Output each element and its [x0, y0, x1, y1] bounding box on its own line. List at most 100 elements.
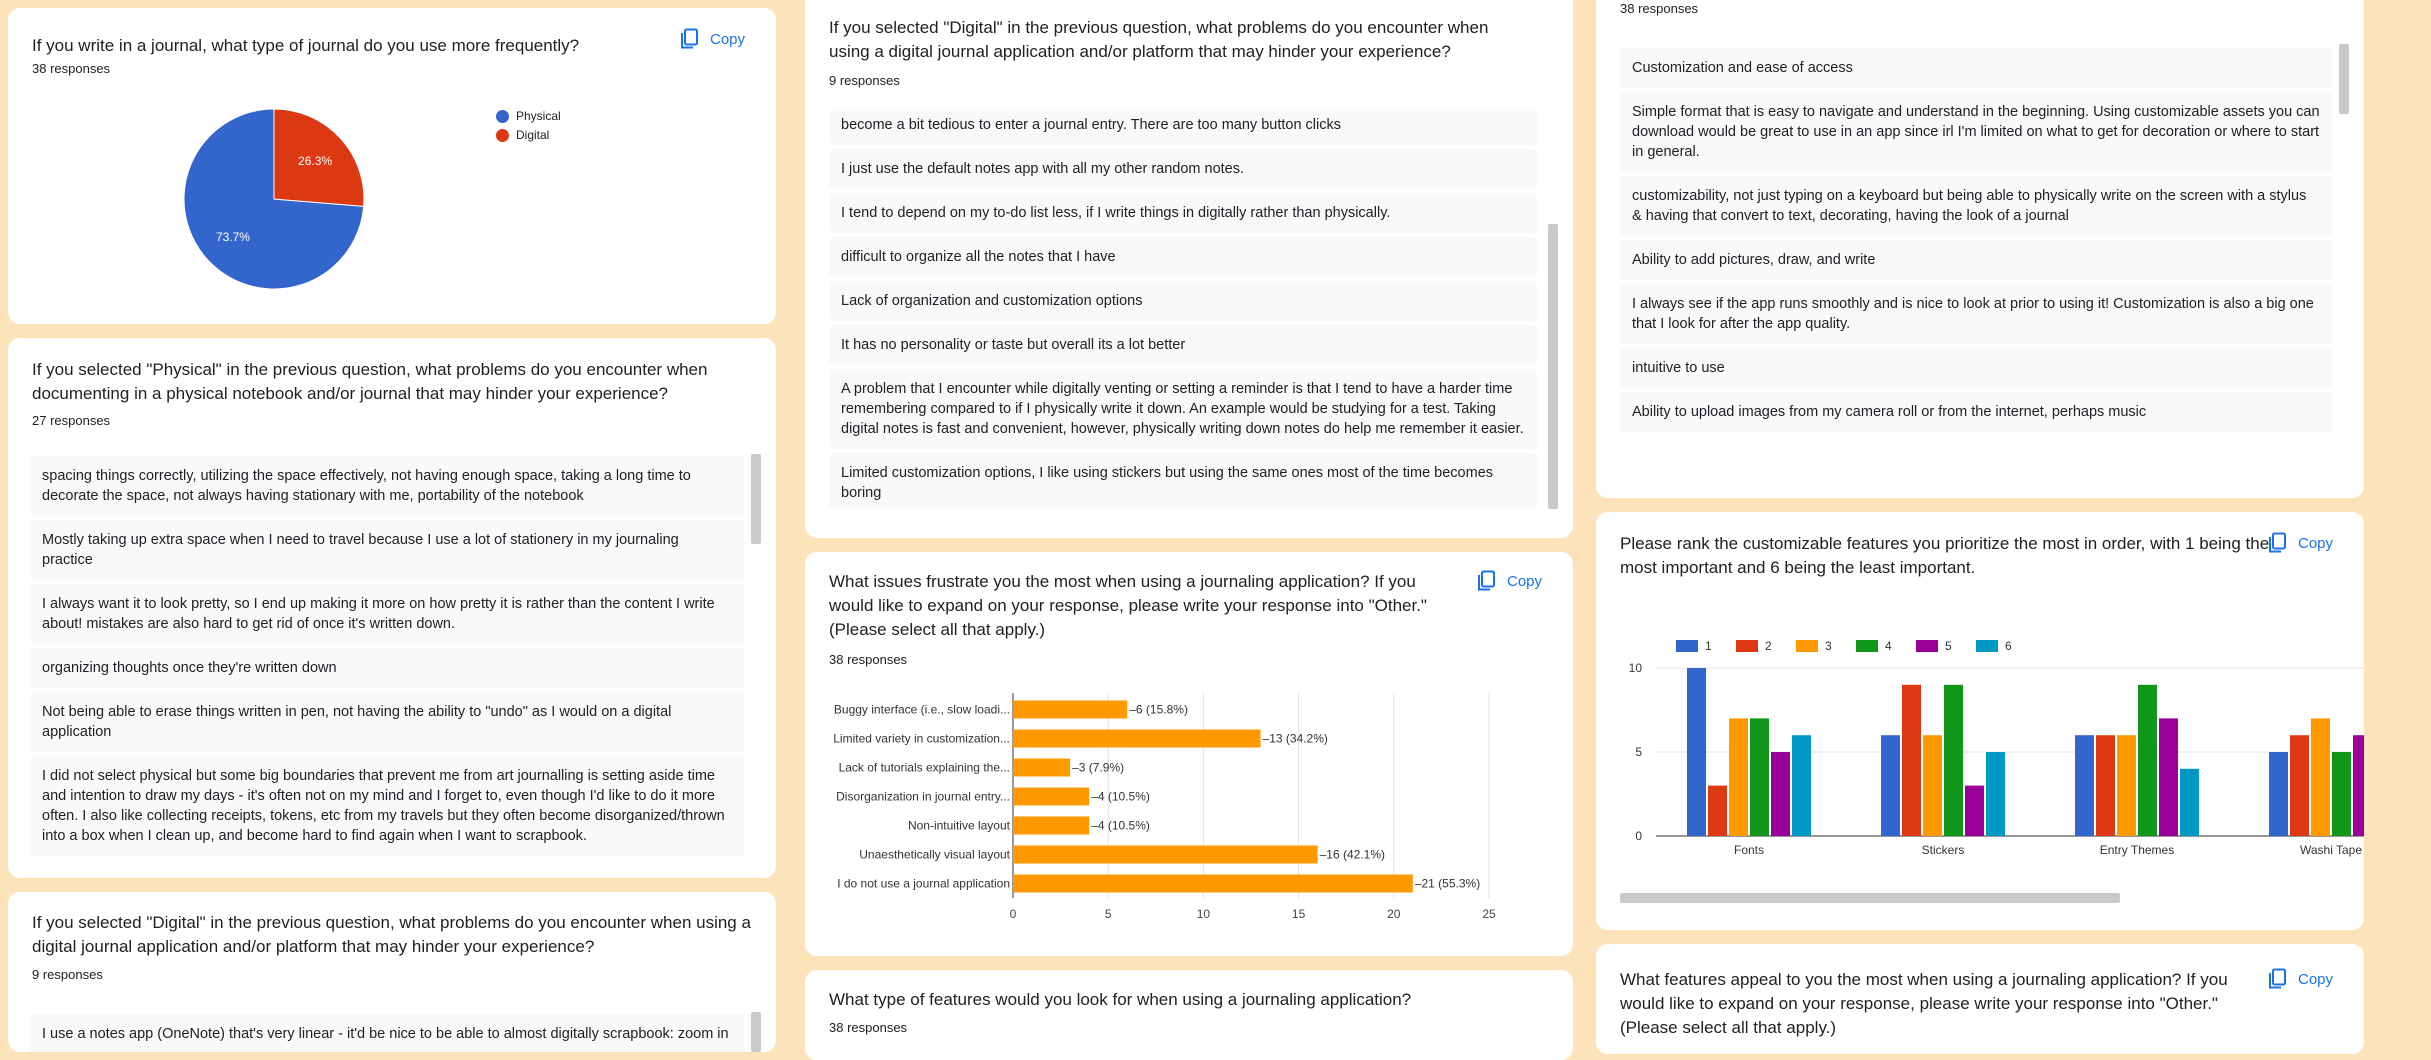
list-item: A problem that I encounter while digital… [829, 369, 1537, 449]
response-count: 9 responses [829, 73, 900, 88]
scrollbar[interactable] [2338, 44, 2350, 450]
response-count: 9 responses [32, 967, 103, 982]
bar [1013, 758, 1071, 777]
y-category-label: Buggy interface (i.e., slow loadi... [834, 703, 1010, 717]
legend-swatch [1796, 640, 1818, 652]
copy-button[interactable]: Copy [2268, 532, 2333, 554]
list-item: I always want it to look pretty, so I en… [30, 584, 744, 644]
bar [2117, 735, 2136, 836]
horizontal-scrollbar[interactable] [1620, 892, 2340, 904]
question-card-features-responses: 38 responses Customization and ease of a… [1596, 0, 2364, 498]
copy-button[interactable]: Copy [2268, 968, 2333, 990]
y-category-label: Disorganization in journal entry... [836, 790, 1010, 804]
scrollbar[interactable] [750, 454, 762, 874]
response-list[interactable]: spacing things correctly, utilizing the … [30, 456, 744, 876]
list-item: become a bit tedious to enter a journal … [829, 109, 1537, 145]
bar-value-label: –4 (10.5%) [1091, 790, 1150, 804]
bar [2332, 752, 2351, 836]
copy-button[interactable]: Copy [1477, 570, 1542, 592]
bar [2353, 735, 2364, 836]
bar-value-label: –6 (15.8%) [1129, 703, 1188, 717]
x-category-label: Fonts [1734, 843, 1764, 857]
question-title: If you selected "Digital" in the previou… [829, 18, 1489, 61]
bar-value-label: –3 (7.9%) [1072, 761, 1124, 775]
list-item: Ability to upload images from my camera … [1620, 392, 2332, 432]
bar [1013, 787, 1090, 806]
scrollbar-thumb[interactable] [1548, 224, 1558, 509]
scrollbar-thumb[interactable] [1620, 893, 2120, 903]
copy-icon [680, 28, 700, 50]
x-tick-label: 10 [1197, 907, 1211, 921]
question-title: Please rank the customizable features yo… [1620, 534, 2270, 577]
legend-item-digital: Digital [496, 128, 549, 142]
question-card-digital-problems: If you selected "Digital" in the previou… [8, 892, 776, 1052]
scrollbar-thumb[interactable] [2339, 44, 2349, 114]
y-category-label: I do not use a journal application [837, 877, 1010, 891]
scrollbar[interactable] [1547, 112, 1559, 509]
x-tick-label: 15 [1292, 907, 1306, 921]
list-item: intuitive to use [1620, 348, 2332, 388]
y-tick-label: 0 [1635, 829, 1642, 843]
response-count: 38 responses [32, 61, 111, 76]
bar [2180, 768, 2199, 836]
bar [1902, 684, 1921, 836]
scrollbar-thumb[interactable] [751, 454, 761, 544]
legend-label: 2 [1765, 639, 1772, 653]
bar [1792, 735, 1811, 836]
bar [1013, 845, 1318, 864]
bar [2269, 752, 2288, 836]
legend-swatch [1856, 640, 1878, 652]
scrollbar-thumb[interactable] [751, 1012, 761, 1052]
bar [1729, 718, 1748, 836]
bar [2159, 718, 2178, 836]
y-category-label: Lack of tutorials explaining the... [839, 761, 1010, 775]
x-category-label: Stickers [1922, 843, 1965, 857]
question-card-rank: Please rank the customizable features yo… [1596, 512, 2364, 930]
list-item: Not being able to erase things written i… [30, 692, 744, 752]
pie-chart: 73.7% 26.3% [183, 108, 365, 290]
list-item: Lack of organization and customization o… [829, 281, 1537, 321]
list-item: Simple format that is easy to navigate a… [1620, 92, 2332, 172]
legend-swatch [1736, 640, 1758, 652]
question-title: What features appeal to you the most whe… [1620, 970, 2228, 1037]
question-card-issues: What issues frustrate you the most when … [805, 552, 1573, 956]
legend-swatch [1976, 640, 1998, 652]
legend-label: 5 [1945, 639, 1952, 653]
x-tick-label: 20 [1387, 907, 1401, 921]
response-list[interactable]: I use a notes app (OneNote) that's very … [30, 1014, 744, 1052]
copy-button[interactable]: Copy [680, 28, 745, 50]
bar-value-label: –16 (42.1%) [1320, 848, 1385, 862]
bar [1687, 668, 1706, 836]
legend-label: 1 [1705, 639, 1712, 653]
question-card-features: What type of features would you look for… [805, 970, 1573, 1060]
list-item: difficult to organize all the notes that… [829, 237, 1537, 277]
bar [1708, 785, 1727, 836]
bar [1750, 718, 1769, 836]
list-item: I tend to depend on my to-do list less, … [829, 193, 1537, 233]
list-item: I just use the default notes app with al… [829, 149, 1537, 189]
x-tick-label: 5 [1105, 907, 1112, 921]
pie-slice-label: 73.7% [216, 230, 250, 244]
response-list[interactable]: become a bit tedious to enter a journal … [829, 109, 1537, 509]
copy-icon [2268, 968, 2288, 990]
response-list[interactable]: Customization and ease of access Simple … [1620, 48, 2332, 450]
legend-swatch [1916, 640, 1938, 652]
response-count: 38 responses [829, 652, 908, 667]
bar [2075, 735, 2094, 836]
legend-label: 4 [1885, 639, 1892, 653]
bar [1965, 785, 1984, 836]
question-card-journal-type: If you write in a journal, what type of … [8, 8, 776, 324]
x-category-label: Washi Tape [2300, 843, 2362, 857]
bar [1771, 752, 1790, 836]
bar-value-label: –4 (10.5%) [1091, 819, 1150, 833]
copy-label: Copy [2298, 534, 2334, 552]
bar [1013, 729, 1261, 748]
scrollbar[interactable] [750, 1012, 762, 1052]
bar [1013, 816, 1090, 835]
question-card-digital-problems: If you selected "Digital" in the previou… [805, 0, 1573, 538]
y-tick-label: 5 [1635, 745, 1642, 759]
question-title: What type of features would you look for… [829, 990, 1412, 1009]
list-item: Mostly taking up extra space when I need… [30, 520, 744, 580]
y-tick-label: 10 [1629, 661, 1643, 675]
x-category-label: Entry Themes [2100, 843, 2174, 857]
